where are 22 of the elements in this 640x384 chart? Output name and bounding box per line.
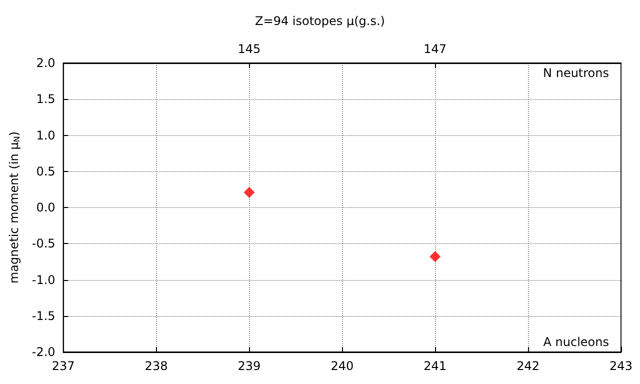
chart-title: Z=94 isotopes μ(g.s.) — [255, 14, 385, 28]
x-tick-label: 242 — [516, 359, 540, 373]
y-tick-label: -1.0 — [32, 272, 56, 287]
x-tick-label: 237 — [52, 359, 75, 373]
x2-axis-title: N neutrons — [543, 66, 610, 80]
x-axis-title: A nucleons — [543, 335, 609, 349]
x2-tick-label: 147 — [424, 42, 447, 56]
x2-tick-label: 145 — [238, 42, 261, 56]
x-tick-label: 240 — [330, 359, 354, 373]
x-tick-label: 238 — [144, 359, 168, 373]
y-tick-label: -0.5 — [32, 236, 56, 251]
x-tick-label: 243 — [610, 359, 632, 373]
y-tick-label: 0.0 — [36, 200, 56, 214]
y-tick-label: 0.5 — [36, 164, 56, 178]
y-tick-label: 1.5 — [36, 92, 56, 106]
y-tick-label: -1.5 — [32, 308, 56, 323]
x-tick-label: 239 — [238, 359, 261, 373]
y-axis-title: magnetic moment (in μN) — [7, 131, 22, 284]
y-tick-label: 2.0 — [36, 56, 56, 70]
y-tick-label: 1.0 — [36, 128, 56, 142]
y-tick-label: -2.0 — [32, 345, 56, 359]
x-tick-label: 241 — [424, 359, 447, 373]
